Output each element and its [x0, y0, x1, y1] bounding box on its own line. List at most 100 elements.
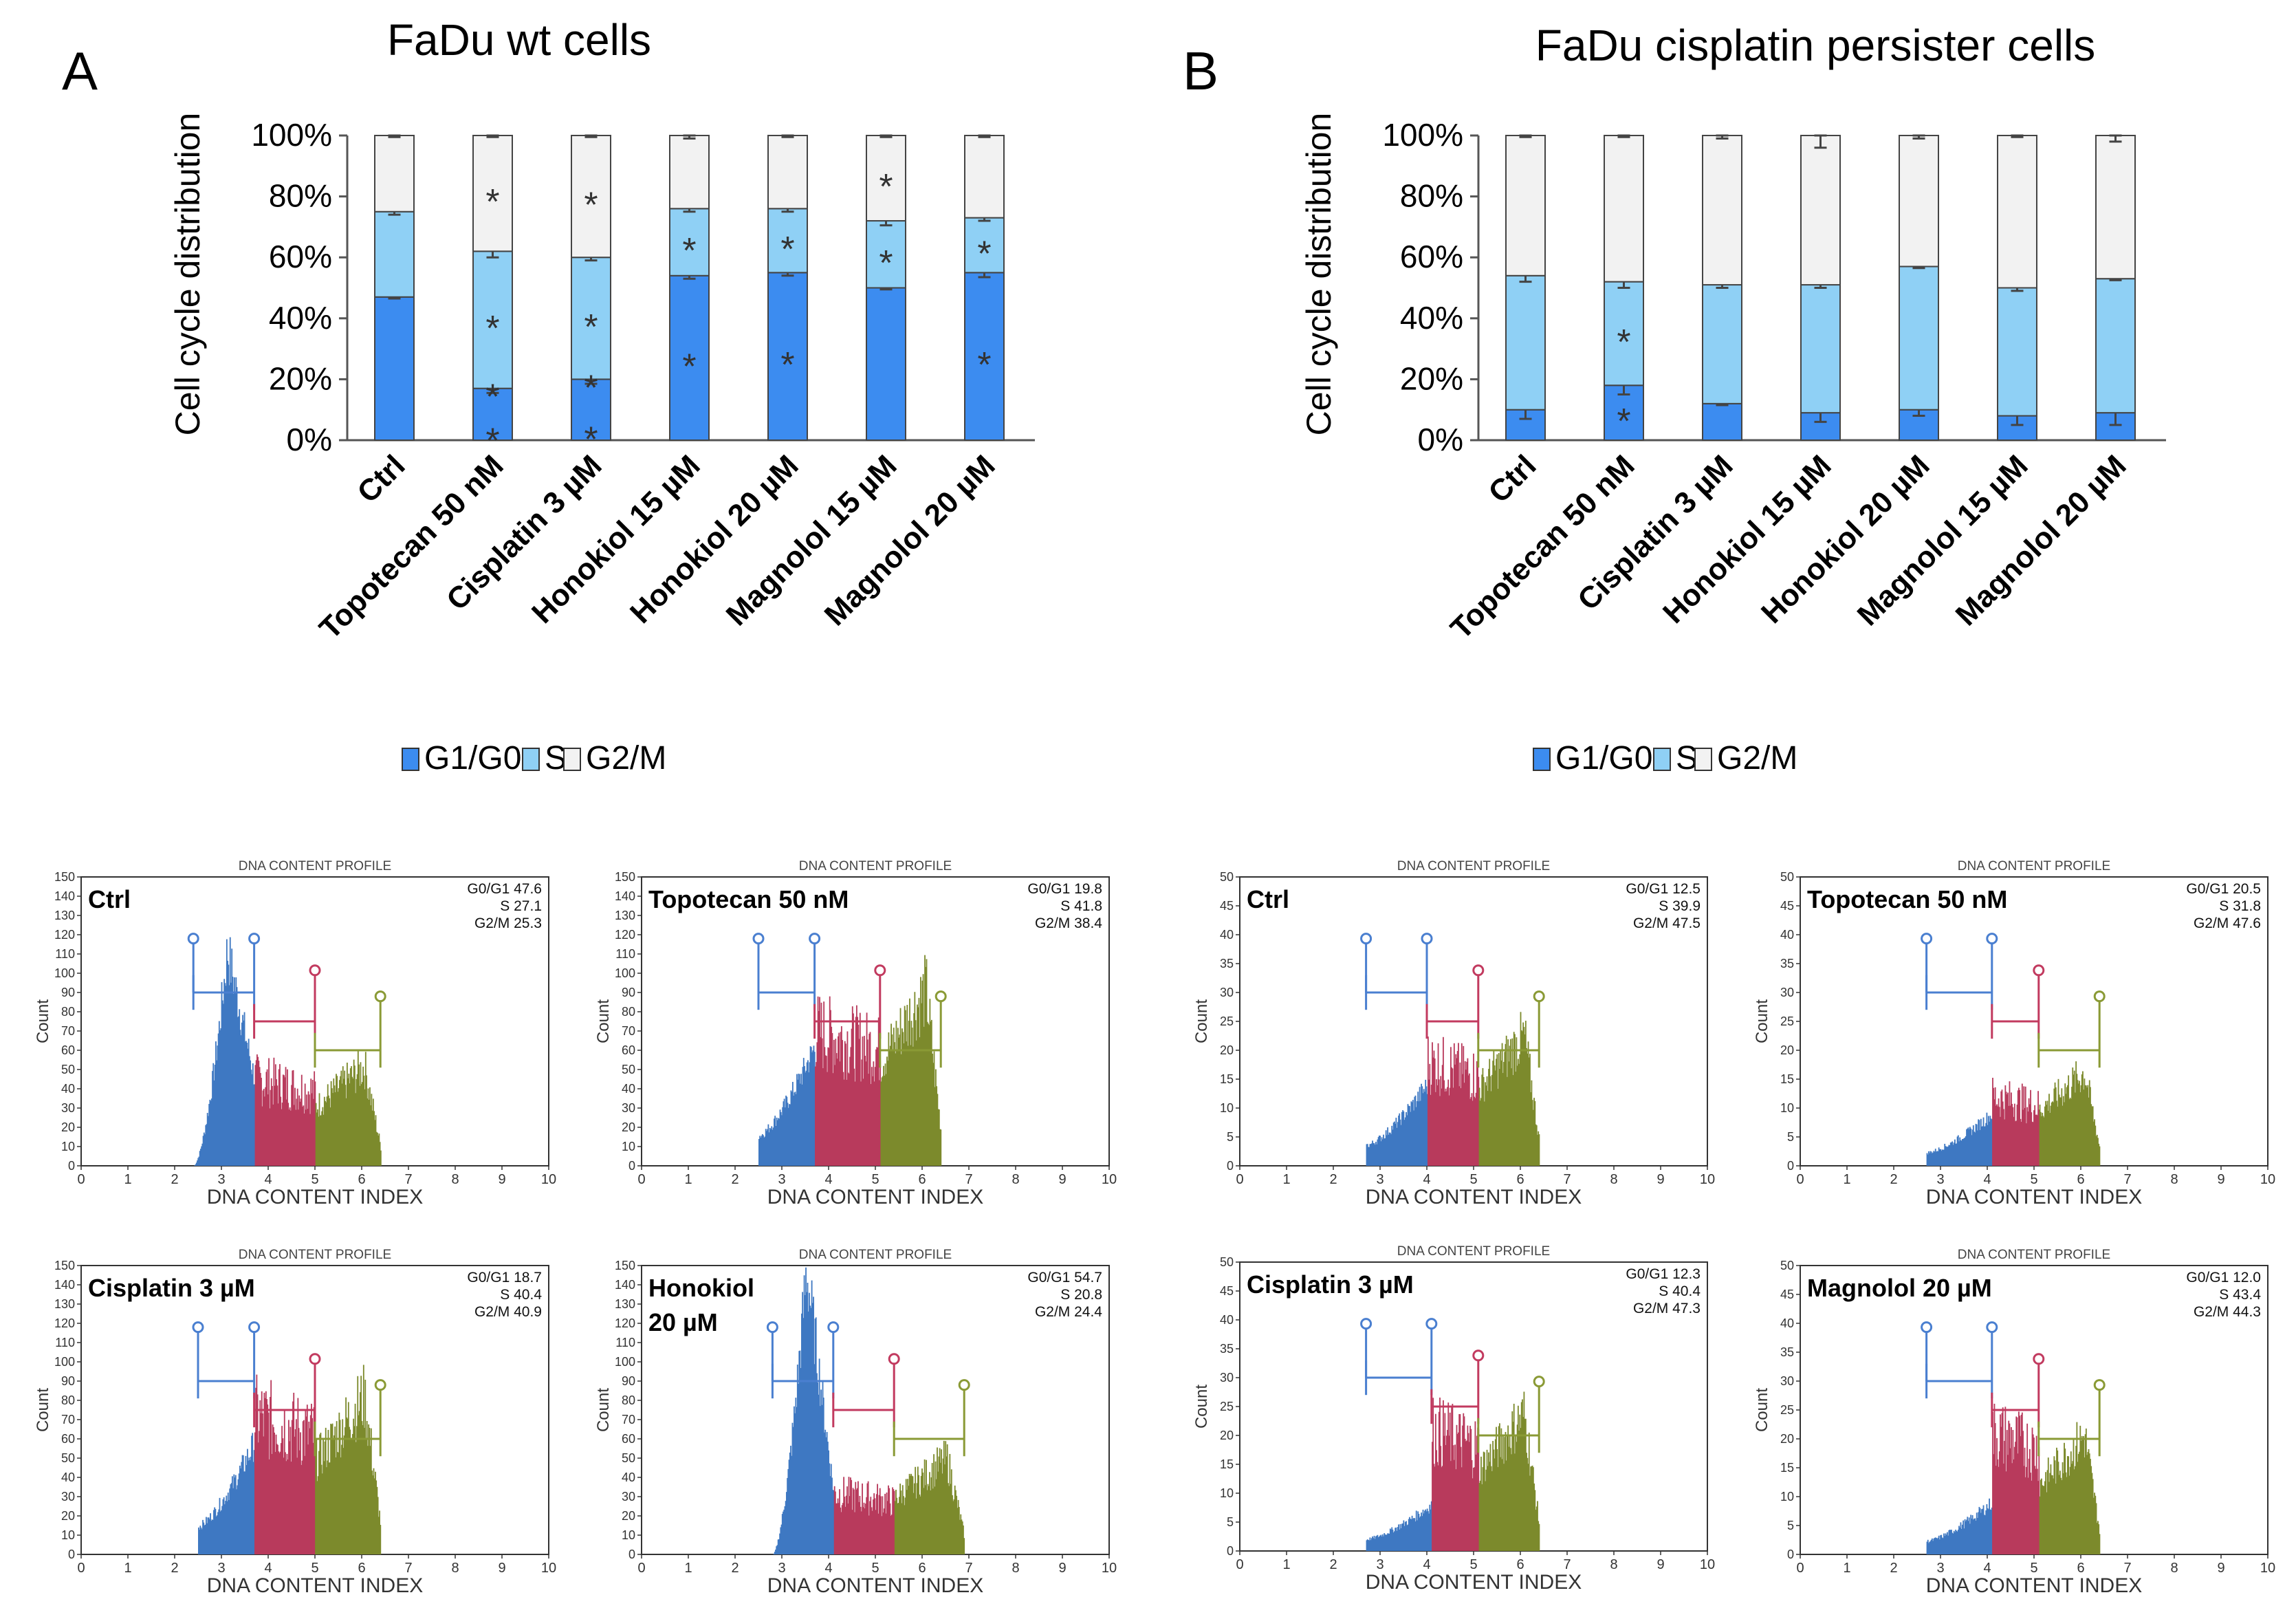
histogram-bin: [1936, 1151, 1937, 1166]
x-tick-label: 1: [124, 1561, 131, 1576]
histogram-bin: [373, 1111, 375, 1166]
histogram-bin: [855, 1482, 857, 1554]
histogram-bin: [840, 1026, 842, 1166]
y-tick-label: 20: [1780, 1432, 1794, 1446]
histogram-bin: [2081, 1435, 2083, 1554]
x-tick-label: 7: [404, 1172, 412, 1187]
histogram-bin: [841, 1505, 843, 1554]
histogram-bin: [776, 1546, 778, 1554]
histogram-bin: [2024, 1107, 2026, 1166]
histogram-bin: [1928, 1543, 1929, 1554]
histogram-bin: [356, 1074, 358, 1166]
histogram-bin: [919, 1494, 921, 1554]
histogram-bin: [1516, 1065, 1518, 1166]
histogram-bin: [1977, 1517, 1978, 1554]
histogram-bin: [355, 1093, 357, 1166]
y-tick-label: 10: [61, 1528, 75, 1542]
histogram-bin: [856, 1488, 858, 1554]
histogram-bin: [894, 1501, 896, 1554]
histogram-bin: [226, 1495, 228, 1554]
y-tick-label: 25: [1780, 1014, 1794, 1028]
histogram-bin: [904, 1010, 906, 1166]
histogram-bin: [853, 1013, 854, 1166]
x-tick-label: 1: [1843, 1561, 1850, 1576]
histogram-bin: [1465, 1441, 1467, 1551]
histogram-bin: [1513, 1403, 1515, 1551]
histogram-bin: [914, 992, 916, 1166]
y-tick-label: 80%: [269, 178, 332, 214]
histogram-bin: [1408, 1105, 1410, 1166]
histogram-bin: [888, 1488, 890, 1554]
histogram-bin: [232, 1488, 234, 1554]
histogram-bin: [371, 1110, 373, 1166]
histogram-bin: [906, 1005, 908, 1166]
histogram-bin: [955, 1490, 956, 1554]
histogram-bin: [273, 1057, 275, 1166]
histogram-bin: [210, 1521, 212, 1554]
y-tick-label: 50: [61, 1451, 75, 1465]
histogram-bin: [864, 1508, 866, 1554]
histogram-bin: [1485, 1481, 1487, 1551]
x-tick-label: 5: [311, 1561, 318, 1576]
histogram-bin: [370, 1428, 372, 1554]
histogram-bin: [1378, 1536, 1380, 1551]
histogram-bin: [2084, 1434, 2086, 1554]
x-tick-label: 2: [1890, 1172, 1897, 1187]
histogram-bin: [1485, 1085, 1487, 1166]
bar-segment: [374, 296, 415, 442]
histogram-bin: [1931, 1153, 1933, 1166]
histogram-bin: [1426, 1094, 1428, 1166]
histogram-bin: [2073, 1469, 2075, 1554]
histogram-bin: [765, 1129, 767, 1166]
histogram-bin: [1440, 1076, 1442, 1166]
histogram-bin: [792, 1426, 794, 1554]
histogram-bin: [253, 1084, 254, 1166]
histogram-bin: [1437, 1465, 1439, 1551]
histogram-bin: [237, 1017, 239, 1166]
histogram-bin: [1993, 1087, 1995, 1166]
histogram-bin: [1516, 1424, 1518, 1551]
histogram-bin: [2087, 1452, 2089, 1554]
histogram-bin: [1507, 1076, 1508, 1166]
histogram-panel-a1: DNA CONTENT PROFILE010203040506070809010…: [34, 859, 556, 1208]
histogram-bin: [838, 1503, 840, 1554]
histogram-bin: [1379, 1136, 1381, 1166]
histogram-bin: [923, 1488, 925, 1554]
x-tick-label: 4: [824, 1561, 832, 1576]
histogram-bin: [794, 1092, 796, 1166]
histogram-bin: [943, 1440, 945, 1554]
histogram-bin: [2038, 1109, 2040, 1166]
y-tick-label: 30: [61, 1101, 75, 1115]
histogram-bin: [1375, 1536, 1377, 1551]
histogram-bin: [326, 1096, 328, 1166]
histogram-bin: [1980, 1118, 1982, 1166]
y-tick-label: 5: [1227, 1130, 1234, 1144]
histogram-bin: [223, 1504, 226, 1554]
histogram-title: DNA CONTENT PROFILE: [239, 1248, 391, 1262]
histogram-bin: [1451, 1406, 1453, 1551]
histogram-bin: [1483, 1101, 1485, 1166]
histogram-bin: [1962, 1520, 1965, 1554]
histogram-bin: [1937, 1151, 1939, 1166]
histogram-bin: [309, 1428, 311, 1554]
histogram-bin: [2098, 1143, 2100, 1166]
histogram-bin: [820, 1037, 822, 1166]
histogram-bin: [807, 1311, 809, 1554]
histogram-bin: [946, 1444, 948, 1554]
x-tick-label: 1: [684, 1172, 692, 1187]
histogram-bin: [776, 1120, 778, 1166]
y-tick-label: 140: [54, 1278, 75, 1292]
histogram-bin: [2056, 1447, 2057, 1554]
histogram-bin: [276, 1444, 278, 1554]
x-tick-label: 4: [1423, 1172, 1430, 1187]
histogram-bin: [1491, 1471, 1493, 1551]
histogram-bin: [920, 1475, 922, 1554]
histogram-bin: [1376, 1144, 1378, 1166]
histogram-bin: [311, 1093, 313, 1166]
histogram-bin: [2084, 1085, 2086, 1166]
histogram-bin: [1488, 1069, 1489, 1166]
histogram-bin: [2054, 1082, 2056, 1166]
histogram-bin: [220, 1028, 222, 1166]
histogram-bin: [787, 1107, 789, 1166]
significance-asterisk: *: [1617, 402, 1630, 442]
